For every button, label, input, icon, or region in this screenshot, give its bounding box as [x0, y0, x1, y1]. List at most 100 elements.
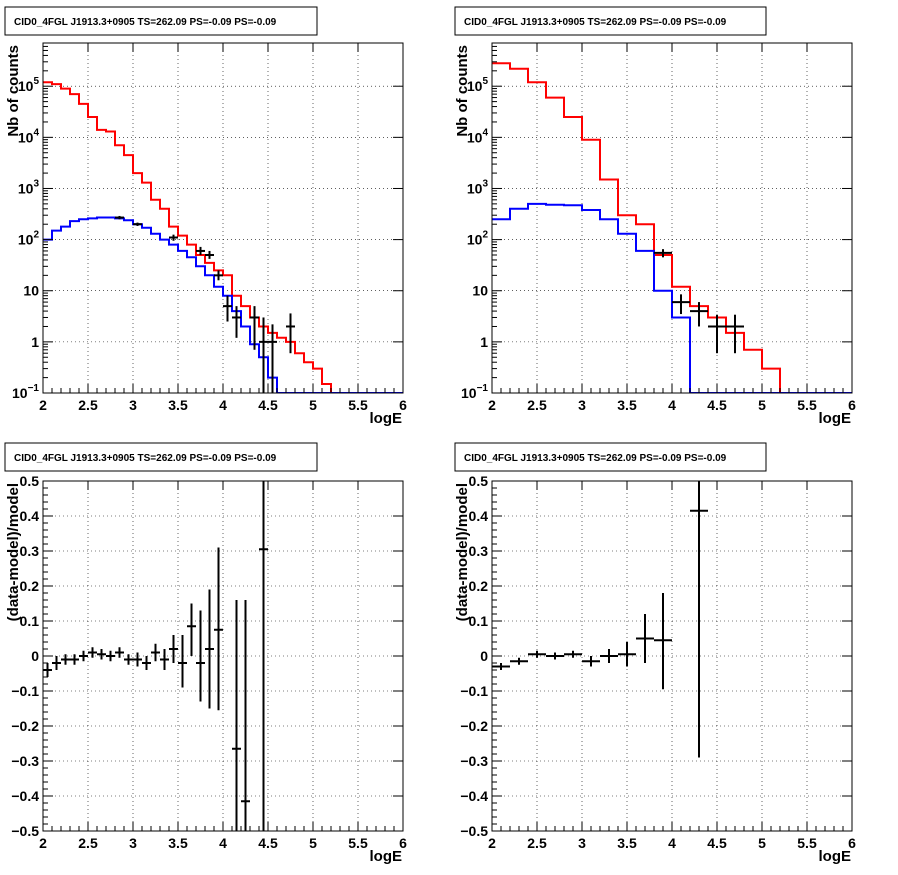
model-histogram-red: [43, 81, 403, 393]
data-point: [205, 589, 214, 709]
y-tick-label: 0.2: [20, 578, 40, 594]
data-point: [690, 481, 708, 758]
data-point: [115, 215, 124, 220]
x-tick-label: 3: [578, 835, 586, 851]
y-tick-label: 0.2: [469, 578, 489, 594]
grid-lines: [43, 481, 403, 831]
data-point: [286, 313, 295, 354]
data-point: [654, 249, 672, 258]
x-axis-label: logE: [370, 848, 403, 865]
y-tick-label: −0.4: [11, 788, 39, 804]
x-axis: 2 2.5 3 3.5 4 4.5 5 5.5 6: [39, 481, 407, 851]
plot-area: [492, 481, 708, 758]
x-tick-label: 4.5: [707, 835, 727, 851]
data-point: [115, 647, 124, 658]
data-point: [636, 614, 654, 663]
data-point: [160, 649, 169, 670]
residual-panel-left: CID0_4FGL J1913.3+0905 TS=262.09 PS=-0.0…: [4, 442, 407, 865]
data-point: [232, 600, 241, 831]
data-point: [726, 314, 744, 354]
y-tick-label: 0.5: [469, 473, 489, 489]
data-point: [223, 295, 232, 322]
x-tick-label: 5: [758, 397, 766, 413]
y-tick-label: 1: [480, 334, 488, 350]
data-point: [97, 649, 106, 660]
data-point: [618, 642, 636, 667]
data-point: [124, 654, 133, 665]
data-point: [564, 650, 582, 658]
x-tick-label: 2: [39, 835, 47, 851]
data-point: [241, 600, 250, 831]
counts-panel-right: CID0_4FGL J1913.3+0905 TS=262.09 PS=-0.0…: [454, 6, 856, 427]
plot-area: [492, 62, 852, 393]
x-tick-label: 4.5: [258, 835, 278, 851]
title-box: [454, 6, 767, 36]
data-point: [133, 652, 142, 667]
grid-lines: [492, 43, 852, 393]
data-point: [196, 610, 205, 702]
x-tick-label: 5.5: [797, 397, 817, 413]
title-box: [4, 6, 318, 36]
grid-lines: [43, 43, 403, 393]
data-point: [88, 647, 97, 658]
y-tick-label: −0.2: [460, 718, 488, 734]
data-point: [61, 654, 70, 665]
x-tick-label: 3: [129, 397, 137, 413]
y-tick-label: 10: [472, 283, 488, 299]
x-tick-label: 3.5: [168, 397, 188, 413]
data-point: [52, 656, 61, 670]
x-tick-label: 5.5: [348, 397, 368, 413]
x-tick-label: 3.5: [168, 835, 188, 851]
x-axis: 2 2.5 3 3.5 4 4.5 5 5.5 6: [488, 43, 856, 413]
y-axis-label: Nb of counts: [454, 45, 471, 137]
data-point: [259, 317, 268, 393]
x-tick-label: 6: [848, 397, 856, 413]
y-tick-label: −0.2: [11, 718, 39, 734]
model-histogram-blue: [43, 216, 403, 393]
data-point: [142, 656, 151, 670]
x-tick-label: 2.5: [527, 397, 547, 413]
x-tick-label: 6: [848, 835, 856, 851]
x-axis: 2 2.5 3 3.5 4 4.5 5 5.5 6: [488, 481, 856, 851]
y-tick-label: 0.1: [469, 613, 489, 629]
data-point: [268, 324, 277, 393]
counts-panel-left: CID0_4FGL J1913.3+0905 TS=262.09 PS=-0.0…: [4, 6, 407, 427]
panel-title: CID0_4FGL J1913.3+0905 TS=262.09 PS=-0.0…: [464, 453, 727, 464]
y-tick-label: 0.4: [469, 508, 489, 524]
x-axis-label: logE: [819, 848, 852, 865]
y-axis-label: (data-model)/model: [5, 483, 22, 621]
y-tick-label: 1: [31, 334, 39, 350]
y-tick-label: 10−1: [12, 383, 39, 401]
x-tick-label: 5: [309, 835, 317, 851]
y-tick-label: −0.1: [11, 683, 39, 699]
x-tick-label: 6: [399, 397, 407, 413]
y-tick-label: 103: [467, 178, 489, 196]
panel-title: CID0_4FGL J1913.3+0905 TS=262.09 PS=-0.0…: [14, 453, 277, 464]
x-tick-label: 4: [219, 397, 227, 413]
data-point: [672, 294, 690, 315]
x-tick-label: 5: [309, 397, 317, 413]
data-point: [106, 650, 115, 662]
title-box: [454, 442, 767, 472]
y-tick-label: 102: [467, 230, 489, 248]
y-tick-label: 0.5: [20, 473, 40, 489]
data-point: [690, 302, 708, 327]
x-tick-label: 4.5: [707, 397, 727, 413]
x-tick-label: 2.5: [527, 835, 547, 851]
data-point: [232, 306, 241, 338]
y-tick-label: −0.4: [460, 788, 488, 804]
data-point: [654, 593, 672, 690]
x-axis-label: logE: [370, 410, 403, 427]
data-point: [151, 643, 160, 662]
data-point: [70, 654, 79, 665]
data-point: [205, 250, 214, 259]
x-tick-label: 2.5: [78, 835, 98, 851]
y-axis: −0.5 −0.4 −0.3 −0.2 −0.1 0 0.1 0.2 0.3 0.4 0.5: [11, 473, 403, 839]
data-point: [187, 603, 196, 656]
data-point: [708, 314, 726, 354]
y-tick-label: −0.3: [11, 753, 39, 769]
plot-area: [43, 81, 403, 393]
y-axis-label: (data-model)/model: [454, 483, 471, 621]
x-tick-label: 4.5: [258, 397, 278, 413]
